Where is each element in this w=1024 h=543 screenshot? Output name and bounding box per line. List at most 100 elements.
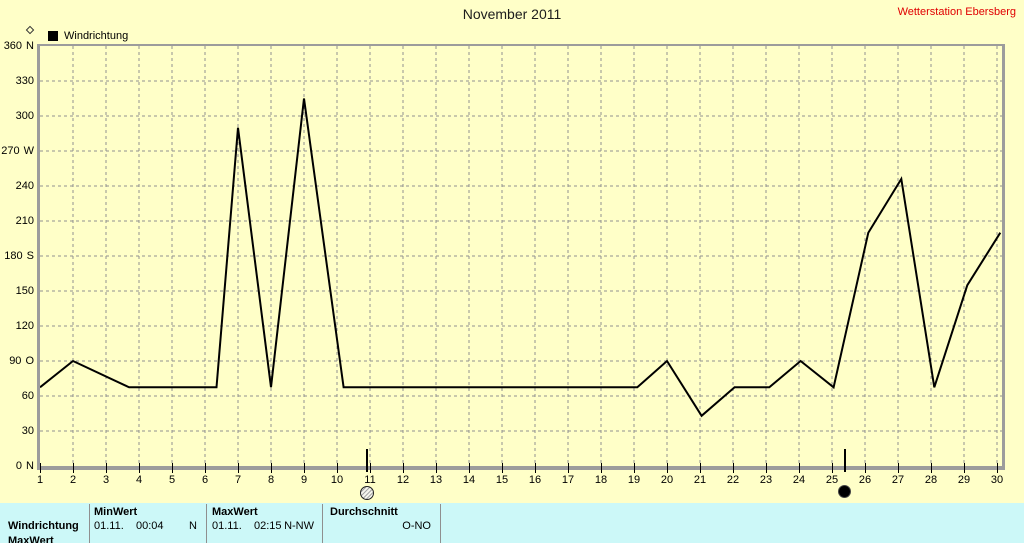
x-tick-label: 25 [825,474,839,486]
legend-swatch-icon [48,31,58,41]
durchschnitt-value: O-NO [402,520,431,532]
y-tick-label: 60 [0,389,34,403]
y-tick-label: 90 O [0,354,34,368]
x-tick-mark [436,463,437,473]
windrichtung-line-chart [40,46,1002,466]
new-moon-icon [838,485,852,498]
y-tick-label: 270 W [0,144,34,158]
y-tick-label: 240 [0,179,34,193]
x-tick-mark [766,463,767,473]
x-tick-mark [73,463,74,473]
y-tick-label: 150 [0,284,34,298]
y-tick-number: 60 [21,390,34,402]
x-tick-mark [931,463,932,473]
new-moon-tick-mark [844,449,847,472]
x-tick-label: 30 [990,474,1004,486]
y-tick-number: 270 [1,145,20,157]
x-tick-mark [997,463,998,473]
full-moon-icon [359,486,374,500]
y-tick-label: 180 S [0,249,34,263]
x-tick-mark [535,463,536,473]
x-tick-mark [832,463,833,473]
x-tick-label: 4 [135,474,143,486]
x-tick-label: 28 [924,474,938,486]
x-tick-label: 9 [300,474,308,486]
y-tick-number: 120 [15,320,34,332]
full-moon-tick-mark [365,449,368,472]
y-tick-direction: O [25,355,34,367]
x-tick-mark [238,463,239,473]
x-tick-mark [898,463,899,473]
y-tick-label: 360 N [0,39,34,53]
x-tick-label: 15 [495,474,509,486]
y-tick-direction: N [26,40,34,52]
y-tick-number: 330 [15,75,34,87]
x-tick-label: 1 [36,474,44,486]
y-tick-number: 150 [15,285,34,297]
x-tick-label: 23 [759,474,773,486]
chart-title: November 2011 [462,6,562,22]
x-tick-mark [469,463,470,473]
x-tick-mark [403,463,404,473]
x-tick-mark [634,463,635,473]
y-tick-number: 360 [3,40,23,52]
x-tick-label: 18 [594,474,608,486]
maxwert-header: MaxWert [212,506,258,518]
x-tick-mark [40,463,41,473]
y-tick-label: 30 [0,424,34,438]
x-tick-label: 12 [396,474,410,486]
y-tick-label: 300 [0,109,34,123]
x-tick-mark [205,463,206,473]
x-tick-label: 17 [561,474,575,486]
x-tick-label: 8 [267,474,275,486]
x-tick-mark [106,463,107,473]
x-tick-mark [568,463,569,473]
x-tick-label: 16 [528,474,542,486]
partial-next-row-label: MaxWert [8,535,54,543]
x-tick-label: 2 [69,474,77,486]
y-tick-number: 300 [15,110,34,122]
plot-area [37,44,1005,470]
stats-row-label: Windrichtung [8,520,79,532]
legend: Windrichtung [48,30,128,42]
x-tick-mark [139,463,140,473]
y-tick-label: 330 [0,74,34,88]
minwert-time: 00:04 [136,520,164,532]
stats-panel: MinWert MaxWert Durchschnitt Windrichtun… [0,503,1024,543]
x-tick-label: 5 [168,474,176,486]
x-tick-mark [964,463,965,473]
x-tick-label: 3 [102,474,110,486]
x-tick-mark [601,463,602,473]
y-tick-direction: S [26,250,34,262]
y-tick-number: 210 [15,215,34,227]
maxwert-date: 01.11. [212,520,242,532]
y-tick-number: 30 [21,425,34,437]
x-tick-mark [337,463,338,473]
y-tick-label: 210 [0,214,34,228]
x-tick-label: 27 [891,474,905,486]
station-label: Wetterstation Ebersberg [897,6,1016,18]
x-tick-mark [799,463,800,473]
x-tick-mark [370,463,371,473]
stats-column-separator [206,504,207,543]
x-tick-label: 7 [234,474,242,486]
series-windrichtung [40,98,1002,418]
x-tick-mark [172,463,173,473]
x-tick-label: 21 [693,474,707,486]
y-tick-direction: N [26,460,34,472]
y-tick-direction: W [23,145,34,157]
x-tick-label: 20 [660,474,674,486]
x-tick-mark [700,463,701,473]
y-tick-label: 120 [0,319,34,333]
x-tick-label: 19 [627,474,641,486]
maxwert-time: 02:15 [254,520,282,532]
x-tick-mark [304,463,305,473]
x-tick-label: 29 [957,474,971,486]
minwert-date: 01.11. [94,520,124,532]
y-tick-number: 240 [15,180,34,192]
stats-column-separator [440,504,441,543]
x-tick-label: 26 [858,474,872,486]
y-tick-number: 180 [4,250,23,262]
y-tick-number: 0 [15,460,23,472]
